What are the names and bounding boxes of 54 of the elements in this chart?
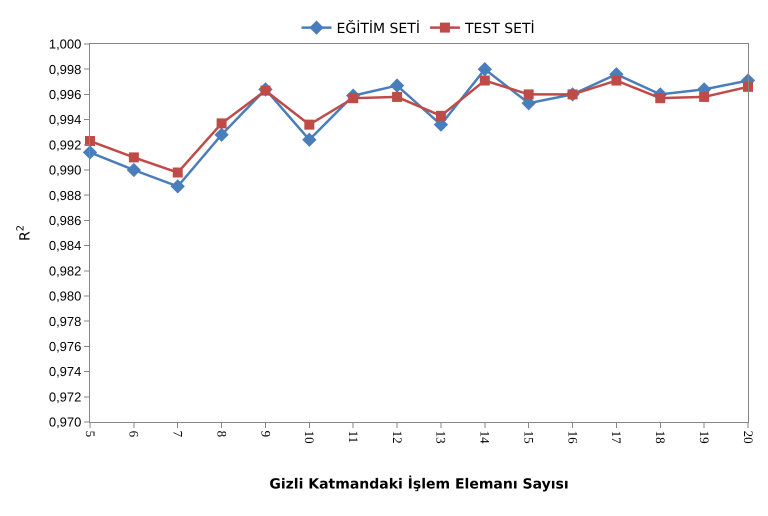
x-tick-label: 6 — [126, 430, 142, 438]
x-tick-label: 5 — [82, 430, 98, 438]
y-tick-label: 0,990 — [48, 162, 82, 178]
y-tick-label: 0,976 — [48, 338, 82, 354]
y-tick-label: 0,988 — [48, 188, 82, 203]
point — [128, 152, 139, 162]
y-tick-label: 0,974 — [48, 364, 82, 380]
point — [436, 110, 446, 121]
y-tick-label: 0,980 — [48, 288, 82, 304]
x-tick-label: 11 — [346, 430, 361, 444]
x-tick-label: 17 — [609, 430, 624, 444]
y-tick-label: 0,998 — [48, 62, 82, 77]
x-tick-label: 9 — [258, 430, 274, 438]
y-tick-label: 0,994 — [48, 112, 82, 128]
point — [655, 93, 666, 104]
x-tick-label: 20 — [740, 430, 756, 444]
y-tick-label: 0,986 — [48, 212, 82, 228]
y-tick-label: 0,970 — [48, 414, 82, 430]
point — [172, 168, 183, 178]
point — [302, 132, 316, 147]
y-tick-label: 0,984 — [48, 238, 82, 254]
x-tick-label: 15 — [521, 430, 536, 444]
x-axis-title: Gizli Katmandaki İşlem Elemanı Sayısı — [269, 475, 569, 492]
y-tick-label: 0,972 — [48, 389, 82, 404]
point — [126, 162, 142, 178]
legend-label: TEST SETİ — [464, 20, 535, 38]
point — [524, 89, 534, 100]
y-tick-label: 1,000 — [48, 36, 82, 52]
point — [699, 92, 710, 102]
point — [214, 128, 229, 142]
point — [348, 93, 358, 104]
point — [170, 179, 185, 194]
point — [216, 118, 227, 128]
y-tick-label: 0,982 — [48, 263, 82, 278]
point — [611, 76, 622, 86]
x-tick-label: 8 — [214, 430, 230, 438]
x-tick-label: 10 — [302, 430, 318, 444]
point — [390, 78, 404, 93]
y-tick-label: 0,978 — [48, 314, 82, 329]
x-tick-label: 16 — [565, 430, 580, 444]
x-tick-label: 7 — [170, 430, 186, 438]
x-tick-label: 19 — [696, 430, 712, 444]
x-tick-label: 14 — [478, 430, 493, 444]
point — [478, 62, 492, 76]
x-tick-label: 13 — [434, 430, 449, 444]
x-tick-label: 12 — [390, 430, 405, 444]
y-tick-label: 0,992 — [48, 137, 82, 152]
point — [743, 82, 753, 92]
legend-label: EĞİTİM SETİ — [336, 20, 420, 38]
point — [480, 76, 490, 86]
x-tick-label: 18 — [653, 430, 668, 444]
point — [392, 92, 402, 102]
y-tick-label: 0,996 — [48, 86, 82, 102]
point — [304, 120, 314, 130]
